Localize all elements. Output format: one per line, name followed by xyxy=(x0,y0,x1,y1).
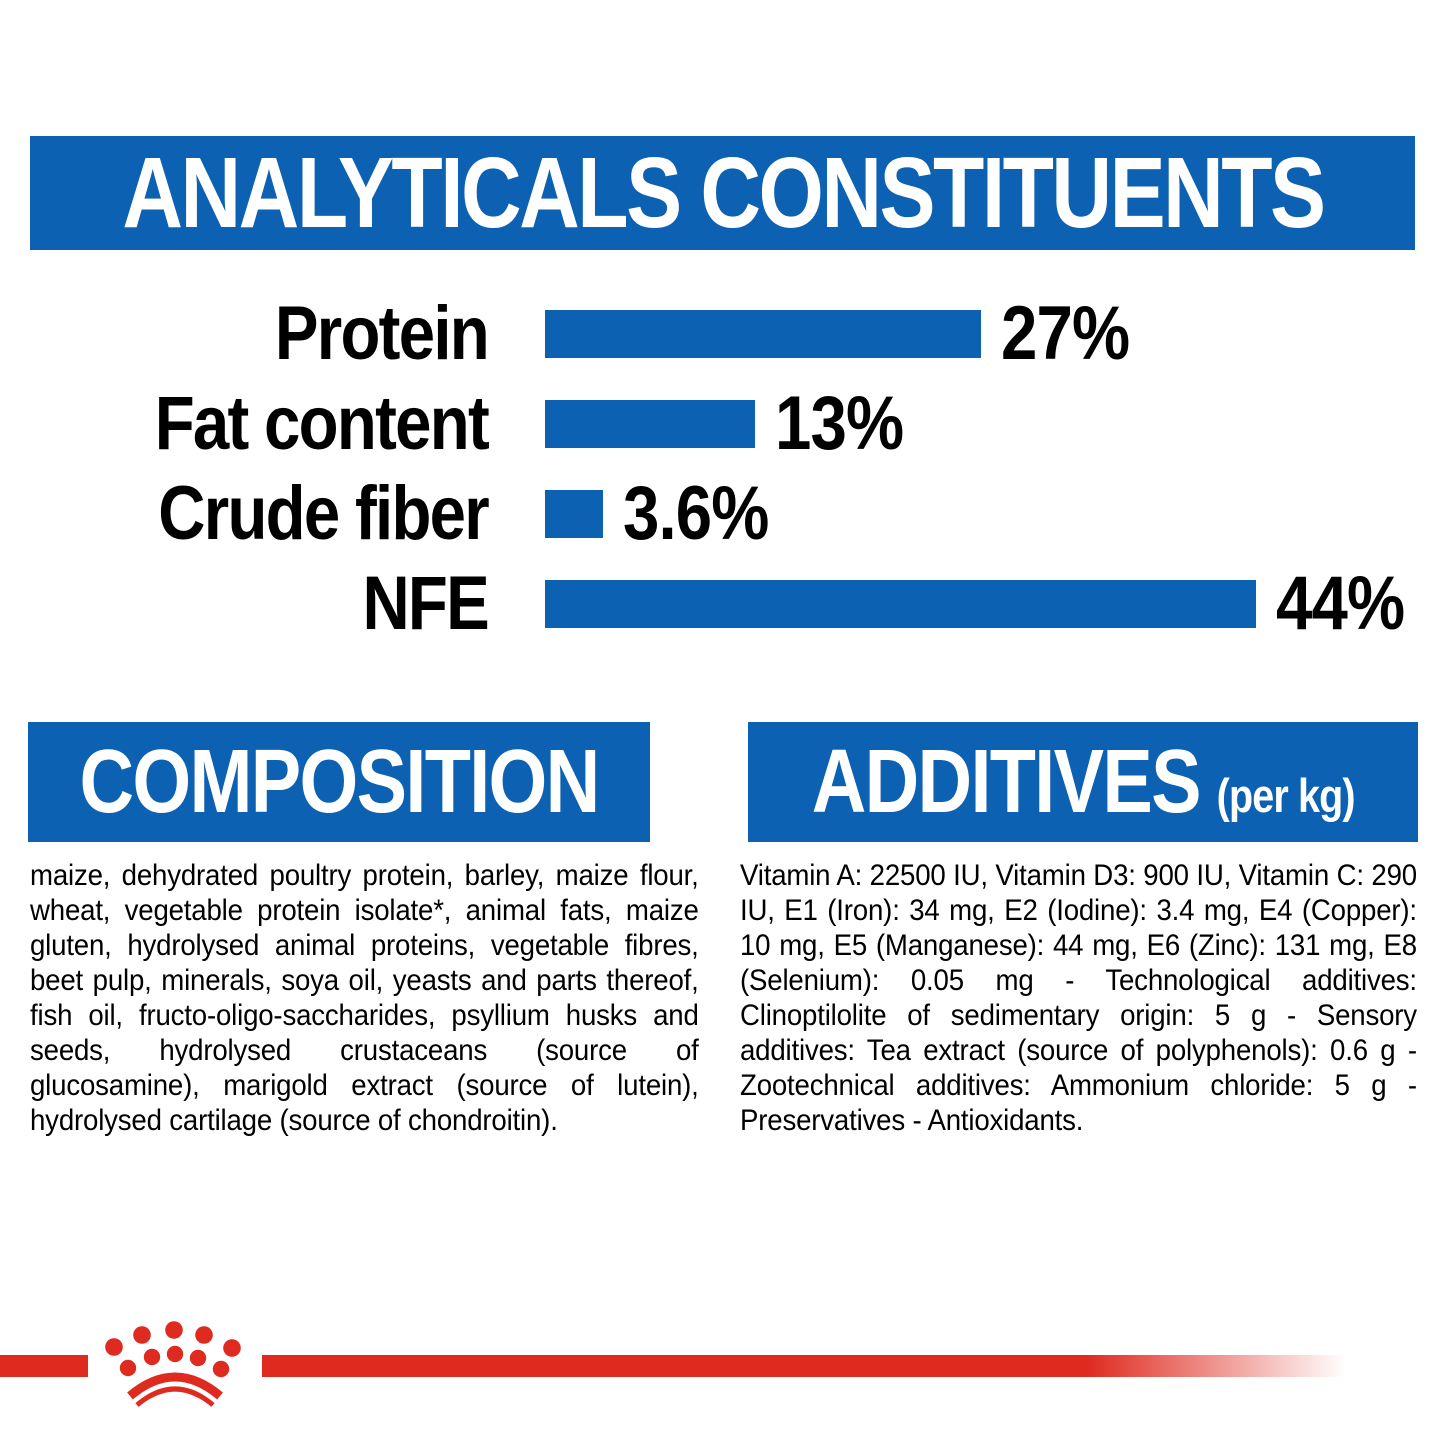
chart-value-label: 44% xyxy=(1276,561,1405,646)
chart-value-label: 27% xyxy=(1001,291,1130,376)
chart-row: Protein 27% xyxy=(0,291,1445,376)
chart-category-label: Fat content xyxy=(154,381,490,466)
chart-bar xyxy=(545,400,756,448)
chart-bar xyxy=(545,580,1257,628)
analyticals-title: ANALYTICALS CONSTITUENTS xyxy=(121,136,1326,249)
royal-canin-crown-icon xyxy=(105,1321,241,1407)
analyticals-banner: ANALYTICALS CONSTITUENTS xyxy=(30,136,1415,250)
footer-rule-right xyxy=(262,1355,1346,1377)
chart-category-label: Crude fiber xyxy=(158,471,489,556)
composition-banner: COMPOSITION xyxy=(28,722,650,842)
additives-unit-suffix: (per kg) xyxy=(1216,768,1355,822)
chart-bar xyxy=(545,490,604,538)
footer-rule-left xyxy=(0,1355,88,1377)
chart-category-label: Protein xyxy=(274,291,490,376)
additives-banner: ADDITIVES (per kg) xyxy=(748,722,1418,842)
chart-value-label: 13% xyxy=(775,381,904,466)
chart-bar xyxy=(545,310,982,358)
chart-category-label: NFE xyxy=(362,561,489,646)
composition-title: COMPOSITION xyxy=(79,731,600,832)
chart-row: Crude fiber 3.6% xyxy=(0,471,1445,556)
additives-title: ADDITIVES xyxy=(811,731,1201,832)
additives-text: Vitamin A: 22500 IU, Vitamin D3: 900 IU,… xyxy=(740,859,1417,1137)
nutrition-bar-chart: Protein 27% Fat content 13% Crude fiber 3.6% N… xyxy=(0,291,1445,670)
chart-row: Fat content 13% xyxy=(0,381,1445,466)
chart-value-label: 3.6% xyxy=(623,471,769,556)
composition-text: maize, dehydrated poultry protein, barle… xyxy=(30,859,699,1137)
chart-row: NFE 44% xyxy=(0,561,1445,646)
additives-title-group: ADDITIVES (per kg) xyxy=(811,731,1355,834)
